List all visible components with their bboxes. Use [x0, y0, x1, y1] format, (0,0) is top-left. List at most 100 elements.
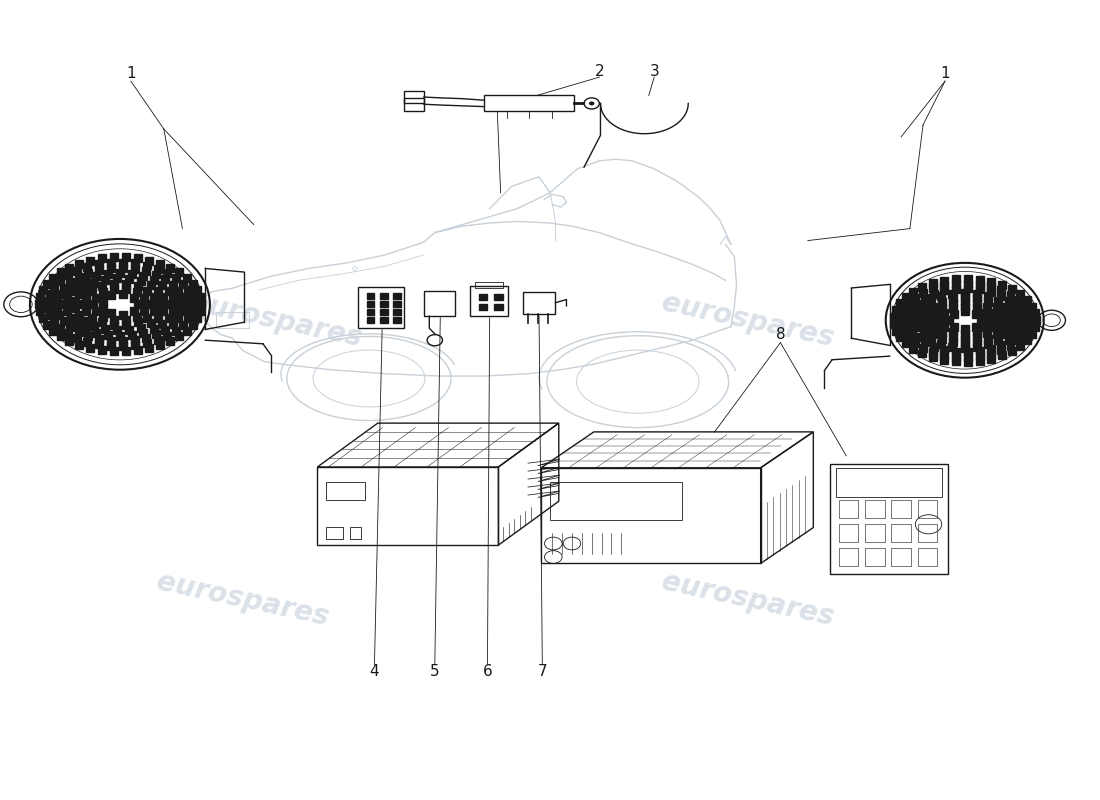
Bar: [960, 330, 969, 338]
Bar: [952, 358, 959, 366]
Bar: [116, 332, 124, 340]
Bar: [1004, 336, 1013, 344]
Bar: [134, 318, 142, 326]
Bar: [166, 263, 175, 271]
Bar: [74, 281, 81, 289]
Bar: [998, 351, 1006, 359]
Bar: [187, 294, 195, 302]
Bar: [1009, 316, 1016, 324]
Bar: [998, 346, 1005, 354]
Bar: [938, 303, 946, 311]
Bar: [55, 310, 64, 318]
Bar: [1016, 316, 1024, 324]
Bar: [172, 326, 180, 334]
Bar: [928, 302, 937, 310]
Bar: [51, 283, 58, 291]
Bar: [107, 259, 114, 267]
Bar: [902, 293, 910, 301]
Bar: [948, 338, 957, 346]
Bar: [974, 343, 981, 351]
Bar: [988, 354, 996, 362]
Text: 6: 6: [483, 663, 493, 678]
Bar: [1023, 323, 1031, 331]
Bar: [972, 328, 980, 336]
Bar: [987, 288, 994, 296]
Bar: [976, 281, 983, 289]
Bar: [134, 300, 142, 308]
Bar: [494, 294, 503, 300]
Bar: [896, 334, 904, 342]
Bar: [103, 270, 112, 278]
Bar: [994, 297, 1002, 305]
Bar: [103, 331, 112, 339]
Bar: [987, 345, 994, 353]
Bar: [169, 281, 177, 289]
Bar: [905, 313, 914, 321]
Bar: [960, 302, 969, 310]
Bar: [1015, 310, 1023, 318]
Bar: [992, 330, 1001, 338]
Bar: [84, 338, 91, 346]
Bar: [366, 309, 374, 314]
Bar: [1015, 323, 1023, 331]
Bar: [36, 307, 44, 315]
Bar: [960, 298, 969, 306]
Bar: [67, 286, 75, 294]
Bar: [1023, 296, 1031, 304]
Bar: [99, 304, 107, 312]
Bar: [95, 260, 102, 268]
Bar: [921, 294, 928, 302]
Bar: [952, 285, 960, 293]
Bar: [98, 254, 106, 262]
Bar: [838, 501, 858, 518]
Bar: [134, 346, 142, 354]
Bar: [158, 320, 166, 328]
Bar: [66, 278, 75, 286]
Bar: [393, 293, 400, 298]
Bar: [46, 311, 54, 319]
Bar: [158, 281, 166, 289]
Bar: [150, 307, 157, 315]
Bar: [143, 287, 152, 295]
Bar: [116, 269, 124, 277]
Bar: [122, 347, 130, 355]
Bar: [196, 307, 204, 315]
Bar: [940, 351, 948, 359]
Bar: [915, 309, 923, 317]
Bar: [890, 313, 898, 321]
Bar: [937, 340, 945, 348]
Bar: [154, 314, 163, 322]
Bar: [913, 333, 922, 341]
Bar: [976, 286, 983, 294]
Bar: [187, 307, 195, 315]
Bar: [178, 294, 186, 302]
Text: 7: 7: [538, 663, 547, 678]
Bar: [550, 482, 682, 520]
Bar: [154, 265, 162, 273]
Bar: [939, 356, 948, 364]
Text: eurospares: eurospares: [154, 567, 331, 631]
Bar: [997, 292, 1004, 300]
Bar: [896, 299, 904, 307]
Bar: [928, 353, 937, 361]
Bar: [98, 346, 106, 354]
Bar: [949, 304, 957, 312]
Bar: [960, 294, 969, 302]
Bar: [940, 286, 948, 294]
Bar: [136, 277, 144, 285]
Bar: [327, 482, 364, 500]
Bar: [940, 346, 948, 354]
Bar: [67, 314, 75, 322]
Bar: [930, 348, 937, 356]
Bar: [154, 286, 163, 294]
Bar: [932, 323, 939, 331]
Bar: [90, 279, 98, 287]
Bar: [917, 501, 937, 518]
Bar: [865, 524, 884, 542]
Bar: [939, 277, 948, 285]
Bar: [154, 336, 162, 344]
Bar: [183, 327, 190, 335]
Bar: [122, 254, 130, 262]
Bar: [964, 284, 971, 292]
Bar: [168, 294, 176, 302]
